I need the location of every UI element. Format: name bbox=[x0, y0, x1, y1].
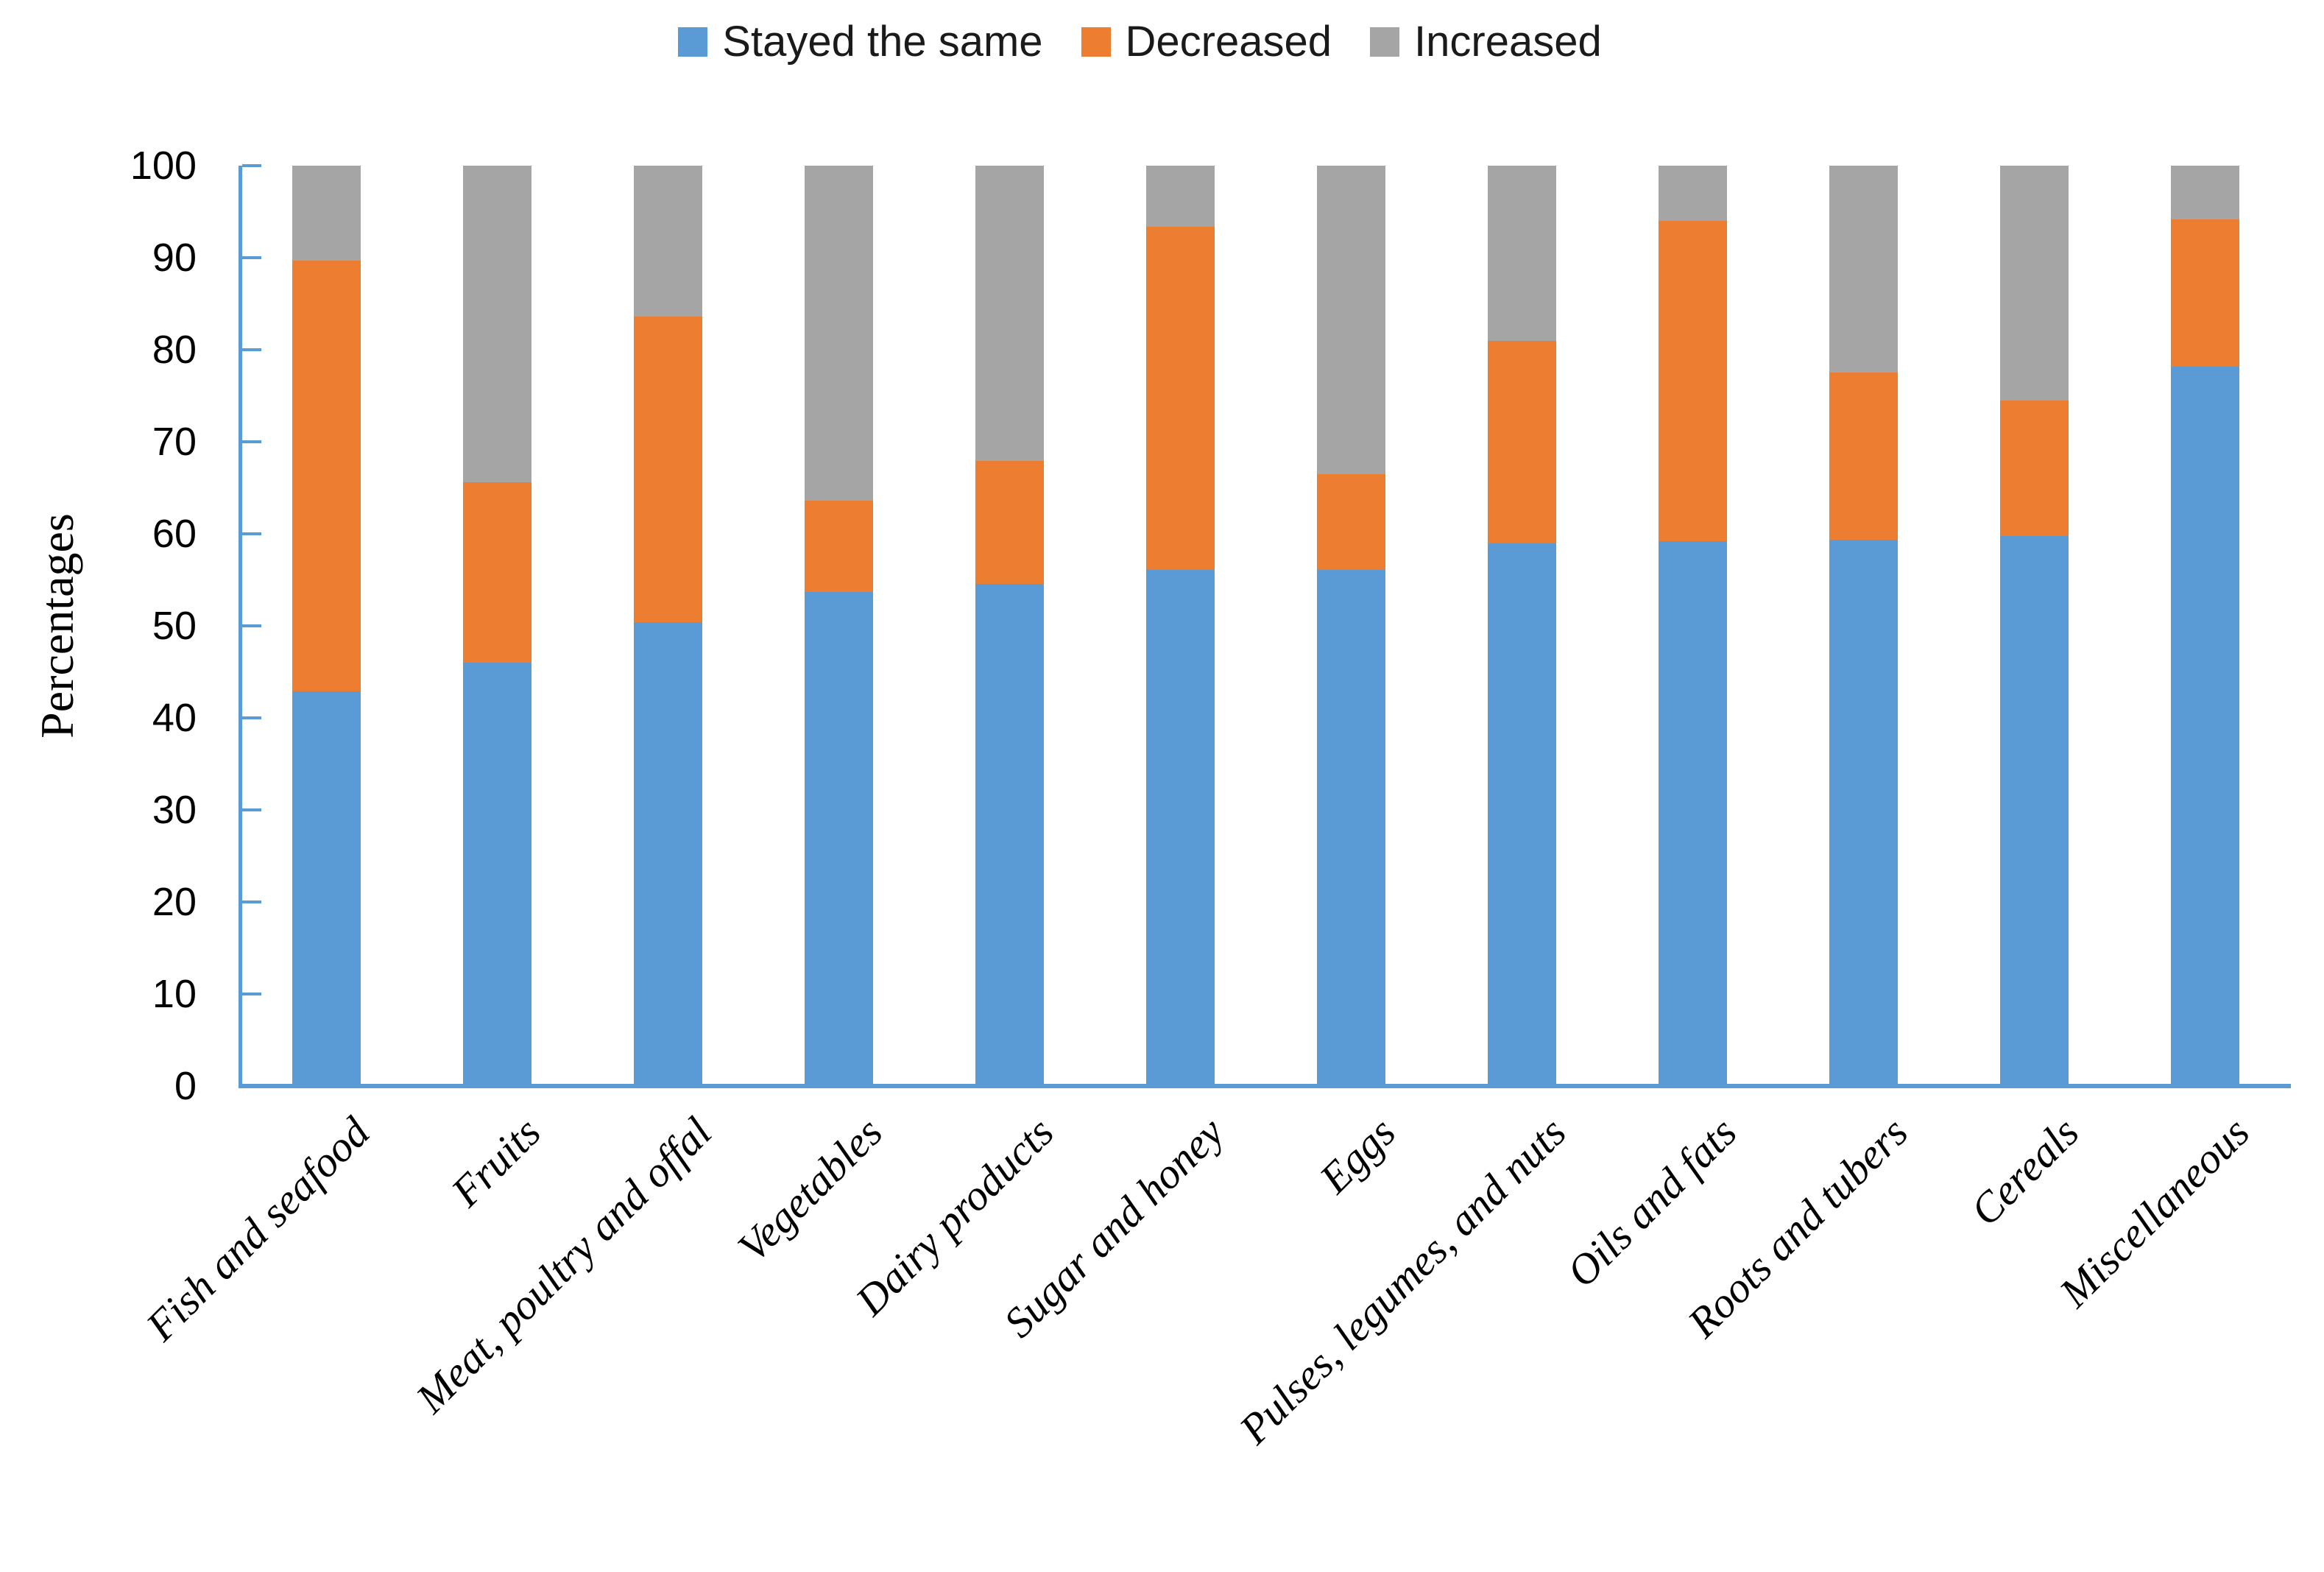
bar-segment-decreased-miscellaneous bbox=[2171, 219, 2240, 367]
bar-segment-increased-oils-and-fats bbox=[1659, 166, 1728, 221]
x-category-label-oils-and-fats: Oils and fats bbox=[1557, 1107, 1746, 1297]
bar-segment-decreased-meat-poultry-and-offal bbox=[633, 317, 702, 622]
bar-segment-increased-dairy-products bbox=[975, 166, 1044, 462]
bar-segment-stayed-the-same-meat-poultry-and-offal bbox=[633, 622, 702, 1086]
bar-segment-stayed-the-same-fruits bbox=[462, 663, 531, 1086]
y-tick-label-10: 10 bbox=[152, 972, 197, 1016]
bar-segment-increased-fish-and-seafood bbox=[292, 166, 361, 261]
y-tick-10 bbox=[242, 993, 261, 995]
bar-segment-increased-pulses-legumes-and-nuts bbox=[1488, 166, 1557, 341]
x-category-label-fruits: Fruits bbox=[442, 1107, 550, 1216]
legend-swatch-stayed-the-same bbox=[678, 27, 708, 57]
bar-segment-decreased-eggs bbox=[1317, 473, 1386, 570]
bar-segment-decreased-cereals bbox=[2000, 400, 2069, 536]
x-category-label-meat-poultry-and-offal: Meat, poultry and offal bbox=[406, 1107, 721, 1423]
bar-segment-stayed-the-same-sugar-and-honey bbox=[1145, 569, 1215, 1086]
bar-segment-decreased-fish-and-seafood bbox=[292, 260, 361, 691]
legend: Stayed the same Decreased Increased bbox=[0, 21, 2302, 63]
bar-segment-stayed-the-same-fish-and-seafood bbox=[292, 691, 361, 1086]
bar-segment-decreased-sugar-and-honey bbox=[1145, 226, 1215, 570]
legend-item-increased: Increased bbox=[1370, 21, 1602, 63]
bar-segment-decreased-oils-and-fats bbox=[1659, 221, 1728, 541]
y-tick-label-40: 40 bbox=[152, 696, 197, 740]
x-category-label-eggs: Eggs bbox=[1310, 1107, 1405, 1202]
y-tick-30 bbox=[242, 808, 261, 811]
y-tick-label-80: 80 bbox=[152, 328, 197, 372]
y-tick-label-30: 30 bbox=[152, 788, 197, 832]
bar-segment-increased-vegetables bbox=[804, 166, 873, 501]
bar-segment-stayed-the-same-vegetables bbox=[804, 591, 873, 1086]
bar-segment-increased-roots-and-tubers bbox=[1829, 166, 1899, 373]
bar-segment-decreased-pulses-legumes-and-nuts bbox=[1488, 340, 1557, 543]
x-category-label-pulses-legumes-and-nuts: Pulses, legumes, and nuts bbox=[1229, 1107, 1575, 1453]
bar-segment-stayed-the-same-pulses-legumes-and-nuts bbox=[1488, 543, 1557, 1086]
legend-swatch-decreased bbox=[1081, 27, 1111, 57]
y-tick-80 bbox=[242, 348, 261, 351]
bar-segment-stayed-the-same-oils-and-fats bbox=[1659, 541, 1728, 1086]
legend-label-increased: Increased bbox=[1414, 18, 1602, 66]
bar-segment-increased-meat-poultry-and-offal bbox=[633, 166, 702, 317]
y-tick-label-0: 0 bbox=[174, 1064, 197, 1108]
y-tick-50 bbox=[242, 624, 261, 627]
bar-segment-increased-cereals bbox=[2000, 166, 2069, 401]
bar-segment-decreased-fruits bbox=[462, 482, 531, 663]
x-axis-line bbox=[239, 1084, 2291, 1088]
y-tick-70 bbox=[242, 440, 261, 443]
y-tick-20 bbox=[242, 900, 261, 903]
x-category-label-vegetables: Vegetables bbox=[728, 1107, 892, 1272]
y-tick-label-100: 100 bbox=[130, 144, 197, 188]
bar-segment-increased-sugar-and-honey bbox=[1145, 166, 1215, 227]
bar-segment-decreased-dairy-products bbox=[975, 461, 1044, 584]
y-tick-label-60: 60 bbox=[152, 512, 197, 556]
bar-segment-increased-fruits bbox=[462, 166, 531, 482]
y-tick-label-90: 90 bbox=[152, 236, 197, 280]
bar-segment-stayed-the-same-eggs bbox=[1317, 569, 1386, 1086]
legend-item-decreased: Decreased bbox=[1081, 21, 1332, 63]
bar-segment-stayed-the-same-cereals bbox=[2000, 535, 2069, 1086]
y-tick-100 bbox=[242, 164, 261, 167]
legend-label-stayed-the-same: Stayed the same bbox=[722, 18, 1043, 66]
y-tick-60 bbox=[242, 532, 261, 535]
bar-segment-increased-miscellaneous bbox=[2171, 166, 2240, 219]
x-category-label-cereals: Cereals bbox=[1960, 1107, 2088, 1235]
bar-segment-increased-eggs bbox=[1317, 166, 1386, 474]
legend-swatch-increased bbox=[1370, 27, 1400, 57]
legend-label-decreased: Decreased bbox=[1125, 18, 1332, 66]
y-tick-40 bbox=[242, 716, 261, 719]
bar-segment-stayed-the-same-roots-and-tubers bbox=[1829, 539, 1899, 1086]
bar-segment-decreased-roots-and-tubers bbox=[1829, 373, 1899, 540]
y-axis-line bbox=[239, 166, 242, 1088]
y-tick-label-70: 70 bbox=[152, 420, 197, 464]
y-tick-label-20: 20 bbox=[152, 880, 197, 924]
bar-segment-decreased-vegetables bbox=[804, 501, 873, 592]
legend-item-stayed-the-same: Stayed the same bbox=[678, 18, 1043, 66]
bar-segment-stayed-the-same-miscellaneous bbox=[2171, 366, 2240, 1086]
x-category-label-fish-and-seafood: Fish and seafood bbox=[137, 1107, 379, 1350]
bar-segment-stayed-the-same-dairy-products bbox=[975, 583, 1044, 1086]
y-tick-90 bbox=[242, 256, 261, 259]
y-tick-label-50: 50 bbox=[152, 604, 197, 648]
